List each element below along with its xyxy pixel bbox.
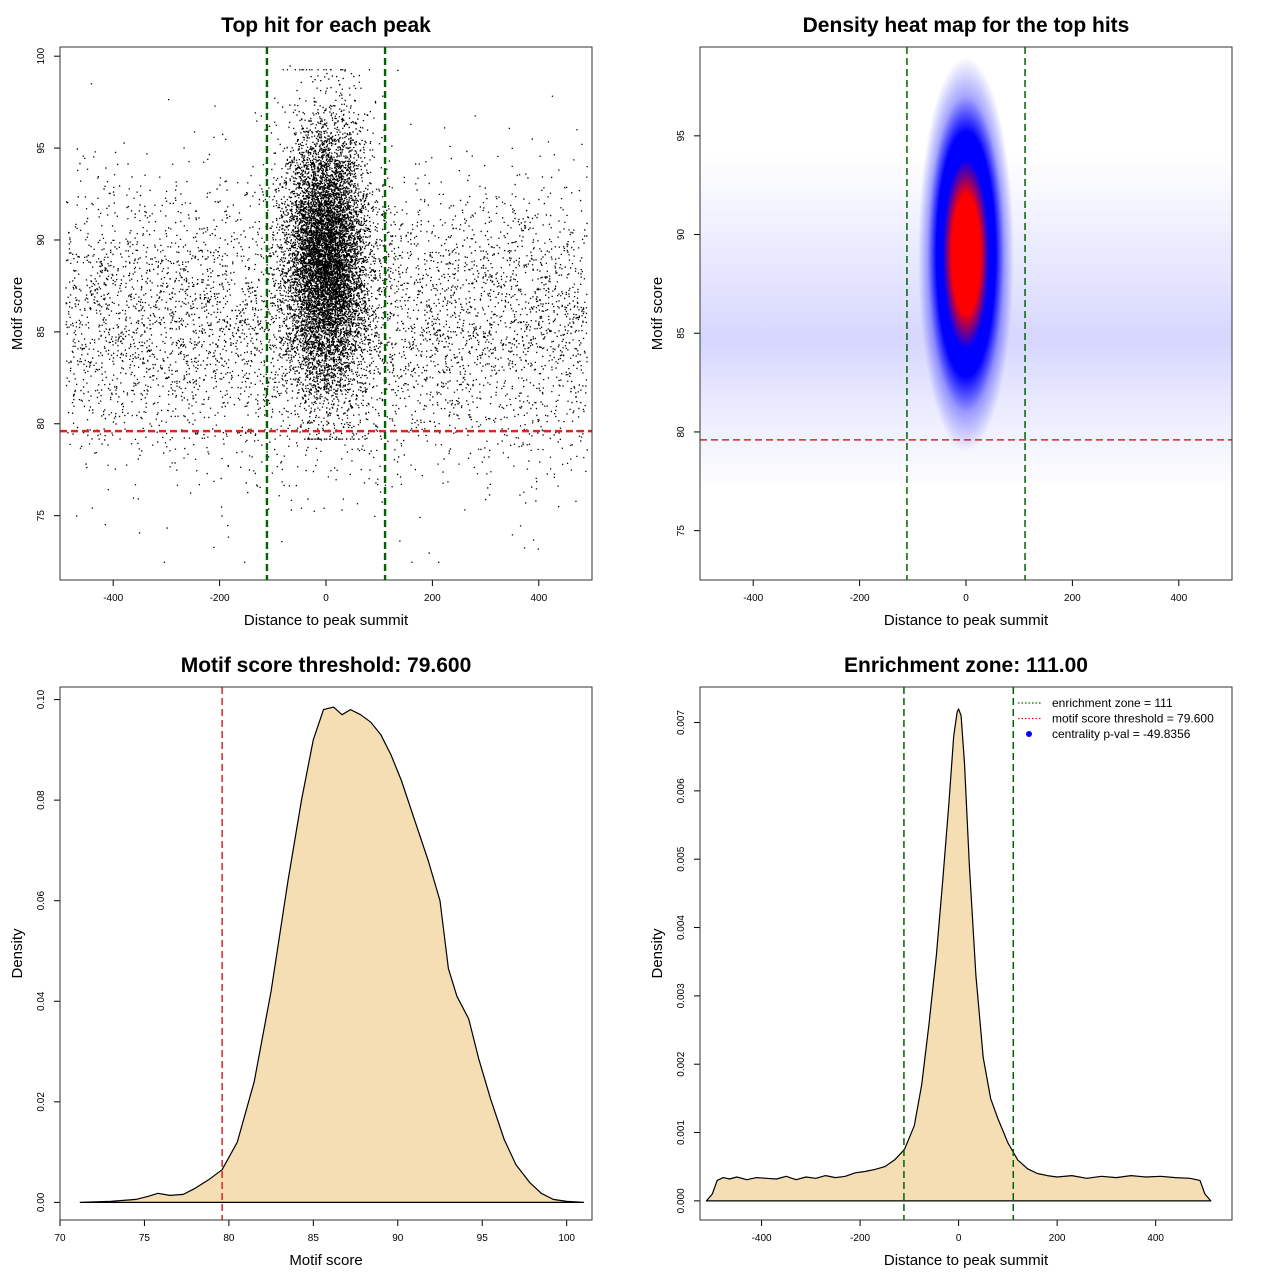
heatmap-layer: [700, 47, 1232, 580]
plot-frame: [699, 46, 1233, 581]
panel-4: Enrichment zone: 111.00 -400 -200 0 200 400 0.…: [649, 654, 1233, 1269]
y-tick-label: 90: [676, 229, 687, 241]
x-tick-label: 90: [392, 1233, 404, 1244]
x-axis-label: Distance to peak summit: [884, 612, 1049, 629]
density-layer: [705, 708, 1212, 1202]
y-tick-label: 0.004: [676, 915, 687, 940]
x-tick-label: 70: [54, 1233, 66, 1244]
x-tick-label: 0: [323, 593, 329, 604]
x-tick-label: 400: [1170, 593, 1187, 604]
x-tick-label: 75: [139, 1233, 151, 1244]
x-tick-label: -200: [850, 593, 870, 604]
y-tick-label: 0.007: [676, 710, 687, 735]
legend-entry: centrality p-val = -49.8356: [1052, 727, 1191, 741]
panel-1: Top hit for each peak -400 -200 0 200 400 75 80…: [9, 14, 593, 629]
density-curve: [705, 708, 1212, 1202]
x-tick-label: 0: [963, 593, 969, 604]
chart-title: Enrichment zone: 111.00: [844, 654, 1088, 677]
x-tick-label: -400: [103, 593, 123, 604]
panel-2: Density heat map for the top hits -400 -20…: [649, 14, 1233, 629]
x-tick-label: 95: [477, 1233, 489, 1244]
y-tick-label: 95: [36, 142, 47, 154]
x-tick-label: 200: [1064, 593, 1081, 604]
y-axis-label: Density: [9, 928, 26, 979]
plot-frame: [59, 46, 593, 581]
y-tick-label: 100: [36, 47, 47, 64]
heatmap-peak: [918, 56, 1014, 452]
x-tick-label: 80: [223, 1233, 235, 1244]
x-tick-label: 200: [1049, 1233, 1066, 1244]
density-curve: [79, 706, 585, 1203]
x-tick-label: -200: [210, 593, 230, 604]
plot-frame: [59, 686, 593, 1221]
reference-lines: [700, 47, 1232, 580]
x-tick-label: 200: [424, 593, 441, 604]
y-axis-label: Density: [649, 928, 666, 979]
density-layer: [79, 706, 585, 1203]
y-tick-label: 0.10: [36, 689, 47, 709]
legend-entry: motif score threshold = 79.600: [1052, 712, 1214, 726]
y-tick-label: 0.001: [676, 1120, 687, 1145]
legend-entry: enrichment zone = 111: [1052, 696, 1173, 710]
y-tick-label: 0.08: [36, 790, 47, 810]
y-axis-label: Motif score: [649, 277, 666, 350]
plot-frame: [699, 686, 1233, 1221]
y-tick-label: 80: [676, 426, 687, 438]
x-tick-label: 100: [558, 1233, 575, 1244]
y-tick-label: 0.003: [676, 983, 687, 1008]
legend: enrichment zone = 111 motif score thresho…: [1018, 696, 1214, 741]
y-tick-label: 75: [36, 510, 47, 522]
scatter-points: [65, 65, 588, 563]
y-tick-label: 0.02: [36, 1092, 47, 1112]
y-tick-label: 0.002: [676, 1051, 687, 1076]
x-tick-label: -400: [752, 1233, 772, 1244]
y-tick-label: 0.04: [36, 991, 47, 1011]
reference-lines: [903, 687, 1015, 1220]
y-tick-label: 0.00: [36, 1192, 47, 1212]
x-tick-label: -200: [850, 1233, 870, 1244]
y-tick-label: 0.005: [676, 846, 687, 871]
y-tick-label: 95: [676, 130, 687, 142]
y-tick-label: 0.06: [36, 891, 47, 911]
y-tick-label: 0.006: [676, 778, 687, 803]
chart-title: Motif score threshold: 79.600: [181, 654, 472, 677]
scatter-point: [65, 65, 588, 563]
x-axis-label: Motif score: [289, 1252, 362, 1269]
y-tick-label: 85: [676, 327, 687, 339]
y-tick-label: 90: [36, 234, 47, 246]
y-tick-label: 85: [36, 326, 47, 338]
chart-title: Top hit for each peak: [221, 14, 431, 37]
y-axis-label: Motif score: [9, 277, 26, 350]
x-tick-label: -400: [743, 593, 763, 604]
x-axis-label: Distance to peak summit: [884, 1252, 1049, 1269]
y-tick-label: 80: [36, 418, 47, 430]
x-tick-label: 85: [308, 1233, 320, 1244]
x-tick-label: 400: [530, 593, 547, 604]
chart-title: Density heat map for the top hits: [803, 14, 1130, 37]
y-tick-label: 75: [676, 525, 687, 537]
legend-point-symbol: [1026, 731, 1032, 737]
panel-3: Motif score threshold: 79.600 70 75 80 85 90 9…: [9, 654, 593, 1269]
reference-lines: [60, 47, 592, 580]
x-axis-label: Distance to peak summit: [244, 612, 409, 629]
y-tick-label: 0.000: [676, 1188, 687, 1213]
x-tick-label: 400: [1147, 1233, 1164, 1244]
x-tick-label: 0: [956, 1233, 962, 1244]
